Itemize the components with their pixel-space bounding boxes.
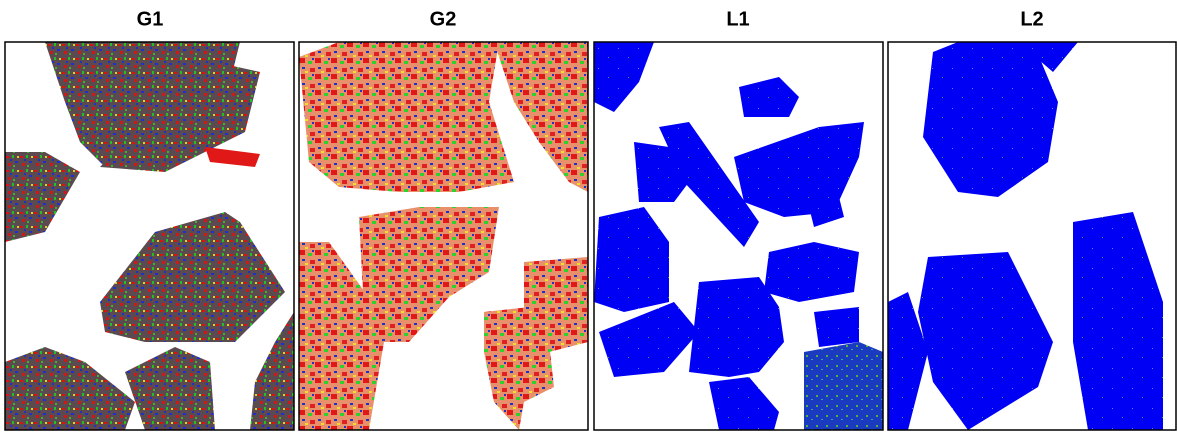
panel-l1 [593,41,884,431]
panel-frame [593,41,884,431]
panel-l2 [887,41,1177,431]
panel-title: G1 [137,8,164,30]
panel-title: G2 [430,8,457,30]
panel-title: L2 [1020,8,1043,30]
panel-title: L1 [726,8,749,30]
panel-frame [887,41,1177,431]
panel-frame [298,41,589,431]
panel-g1 [4,41,295,431]
panel-g2 [298,41,589,431]
panel-frame [4,41,295,431]
